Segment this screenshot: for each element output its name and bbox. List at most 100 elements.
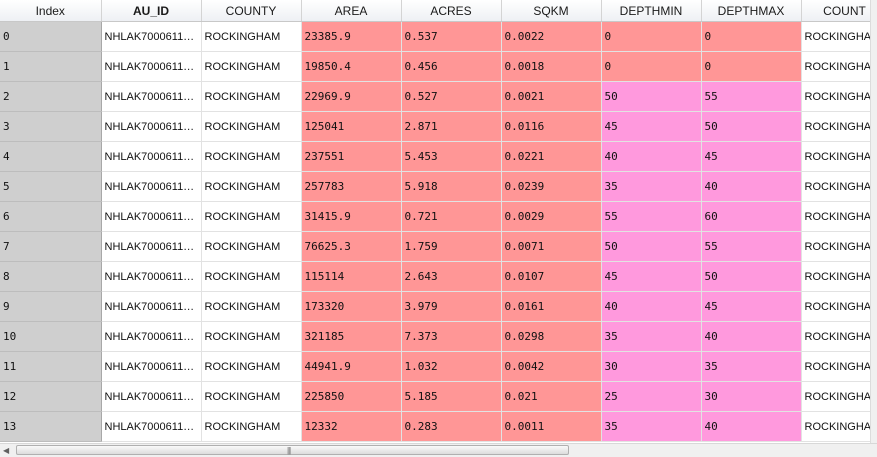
depthmax-cell[interactable]: 40 (701, 321, 802, 352)
county-cell[interactable]: ROCKINGHAM (201, 411, 302, 442)
count-cell[interactable]: ROCKINGHA (801, 21, 870, 52)
row-index-cell[interactable]: 9 (0, 291, 102, 322)
area-cell[interactable]: 225850 (301, 381, 402, 412)
table-row[interactable]: 0 NHLAK7000611… ROCKINGHAM 23385.9 0.537 0.00… (0, 21, 870, 52)
row-index-cell[interactable]: 12 (0, 381, 102, 412)
sqkm-cell[interactable]: 0.0221 (501, 141, 602, 172)
row-index-cell[interactable]: 2 (0, 81, 102, 112)
acres-cell[interactable]: 5.918 (401, 171, 502, 202)
column-header-sqkm[interactable]: SQKM (501, 0, 602, 22)
area-cell[interactable]: 321185 (301, 321, 402, 352)
count-cell[interactable]: ROCKINGHA (801, 411, 870, 442)
table-row[interactable]: 5 NHLAK7000611… ROCKINGHAM 257783 5.918 0.023… (0, 171, 870, 202)
table-row[interactable]: 8 NHLAK7000611… ROCKINGHAM 115114 2.643 0.010… (0, 261, 870, 292)
column-header-depthmin[interactable]: DEPTHMIN (601, 0, 702, 22)
depthmin-cell[interactable]: 55 (601, 201, 702, 232)
column-header-county[interactable]: COUNTY (201, 0, 302, 22)
row-index-cell[interactable]: 5 (0, 171, 102, 202)
depthmax-cell[interactable]: 45 (701, 291, 802, 322)
acres-cell[interactable]: 7.373 (401, 321, 502, 352)
sqkm-cell[interactable]: 0.0298 (501, 321, 602, 352)
table-row[interactable]: 4 NHLAK7000611… ROCKINGHAM 237551 5.453 0.022… (0, 141, 870, 172)
table-row[interactable]: 12 NHLAK7000611… ROCKINGHAM 225850 5.185 0.02… (0, 381, 870, 412)
table-row[interactable]: 10 NHLAK7000611… ROCKINGHAM 321185 7.373 0.02… (0, 321, 870, 352)
area-cell[interactable]: 22969.9 (301, 81, 402, 112)
area-cell[interactable]: 44941.9 (301, 351, 402, 382)
county-cell[interactable]: ROCKINGHAM (201, 381, 302, 412)
county-cell[interactable]: ROCKINGHAM (201, 351, 302, 382)
sqkm-cell[interactable]: 0.0161 (501, 291, 602, 322)
area-cell[interactable]: 125041 (301, 111, 402, 142)
au-id-cell[interactable]: NHLAK7000611… (101, 21, 202, 52)
column-header-au-id[interactable]: AU_ID (101, 0, 202, 22)
row-index-cell[interactable]: 6 (0, 201, 102, 232)
county-cell[interactable]: ROCKINGHAM (201, 231, 302, 262)
row-index-cell[interactable]: 10 (0, 321, 102, 352)
au-id-cell[interactable]: NHLAK7000611… (101, 141, 202, 172)
acres-cell[interactable]: 0.283 (401, 411, 502, 442)
sqkm-cell[interactable]: 0.0029 (501, 201, 602, 232)
row-index-cell[interactable]: 0 (0, 21, 102, 52)
county-cell[interactable]: ROCKINGHAM (201, 141, 302, 172)
acres-cell[interactable]: 1.032 (401, 351, 502, 382)
count-cell[interactable]: ROCKINGHA (801, 351, 870, 382)
area-cell[interactable]: 76625.3 (301, 231, 402, 262)
depthmin-cell[interactable]: 0 (601, 21, 702, 52)
depthmin-cell[interactable]: 50 (601, 81, 702, 112)
county-cell[interactable]: ROCKINGHAM (201, 291, 302, 322)
horizontal-scrollbar[interactable]: ◀ ||| (0, 443, 877, 457)
area-cell[interactable]: 173320 (301, 291, 402, 322)
depthmin-cell[interactable]: 0 (601, 51, 702, 82)
depthmax-cell[interactable]: 40 (701, 411, 802, 442)
county-cell[interactable]: ROCKINGHAM (201, 21, 302, 52)
county-cell[interactable]: ROCKINGHAM (201, 321, 302, 352)
table-row[interactable]: 9 NHLAK7000611… ROCKINGHAM 173320 3.979 0.016… (0, 291, 870, 322)
column-header-area[interactable]: AREA (301, 0, 402, 22)
sqkm-cell[interactable]: 0.0239 (501, 171, 602, 202)
scrollbar-thumb[interactable]: ||| (16, 445, 569, 455)
sqkm-cell[interactable]: 0.0116 (501, 111, 602, 142)
acres-cell[interactable]: 2.643 (401, 261, 502, 292)
table-row[interactable]: 11 NHLAK7000611… ROCKINGHAM 44941.9 1.032 0.0… (0, 351, 870, 382)
count-cell[interactable]: ROCKINGHA (801, 201, 870, 232)
depthmax-cell[interactable]: 50 (701, 111, 802, 142)
acres-cell[interactable]: 3.979 (401, 291, 502, 322)
acres-cell[interactable]: 0.527 (401, 81, 502, 112)
acres-cell[interactable]: 5.453 (401, 141, 502, 172)
count-cell[interactable]: ROCKINGHA (801, 51, 870, 82)
area-cell[interactable]: 12332 (301, 411, 402, 442)
table-row[interactable]: 3 NHLAK7000611… ROCKINGHAM 125041 2.871 0.011… (0, 111, 870, 142)
sqkm-cell[interactable]: 0.0011 (501, 411, 602, 442)
row-index-cell[interactable]: 1 (0, 51, 102, 82)
depthmax-cell[interactable]: 35 (701, 351, 802, 382)
depthmax-cell[interactable]: 40 (701, 171, 802, 202)
count-cell[interactable]: ROCKINGHA (801, 261, 870, 292)
au-id-cell[interactable]: NHLAK7000611… (101, 231, 202, 262)
county-cell[interactable]: ROCKINGHAM (201, 261, 302, 292)
depthmin-cell[interactable]: 25 (601, 381, 702, 412)
sqkm-cell[interactable]: 0.0018 (501, 51, 602, 82)
au-id-cell[interactable]: NHLAK7000611… (101, 201, 202, 232)
count-cell[interactable]: ROCKINGHA (801, 381, 870, 412)
depthmin-cell[interactable]: 35 (601, 321, 702, 352)
count-cell[interactable]: ROCKINGHA (801, 321, 870, 352)
depthmax-cell[interactable]: 60 (701, 201, 802, 232)
area-cell[interactable]: 23385.9 (301, 21, 402, 52)
count-cell[interactable]: ROCKINGHA (801, 231, 870, 262)
acres-cell[interactable]: 1.759 (401, 231, 502, 262)
depthmax-cell[interactable]: 0 (701, 51, 802, 82)
count-cell[interactable]: ROCKINGHA (801, 81, 870, 112)
au-id-cell[interactable]: NHLAK7000611… (101, 111, 202, 142)
depthmin-cell[interactable]: 40 (601, 291, 702, 322)
county-cell[interactable]: ROCKINGHAM (201, 51, 302, 82)
sqkm-cell[interactable]: 0.0022 (501, 21, 602, 52)
au-id-cell[interactable]: NHLAK7000611… (101, 381, 202, 412)
county-cell[interactable]: ROCKINGHAM (201, 201, 302, 232)
au-id-cell[interactable]: NHLAK7000611… (101, 411, 202, 442)
table-row[interactable]: 7 NHLAK7000611… ROCKINGHAM 76625.3 1.759 0.00… (0, 231, 870, 262)
acres-cell[interactable]: 2.871 (401, 111, 502, 142)
au-id-cell[interactable]: NHLAK7000611… (101, 291, 202, 322)
sqkm-cell[interactable]: 0.0021 (501, 81, 602, 112)
row-index-cell[interactable]: 11 (0, 351, 102, 382)
area-cell[interactable]: 257783 (301, 171, 402, 202)
